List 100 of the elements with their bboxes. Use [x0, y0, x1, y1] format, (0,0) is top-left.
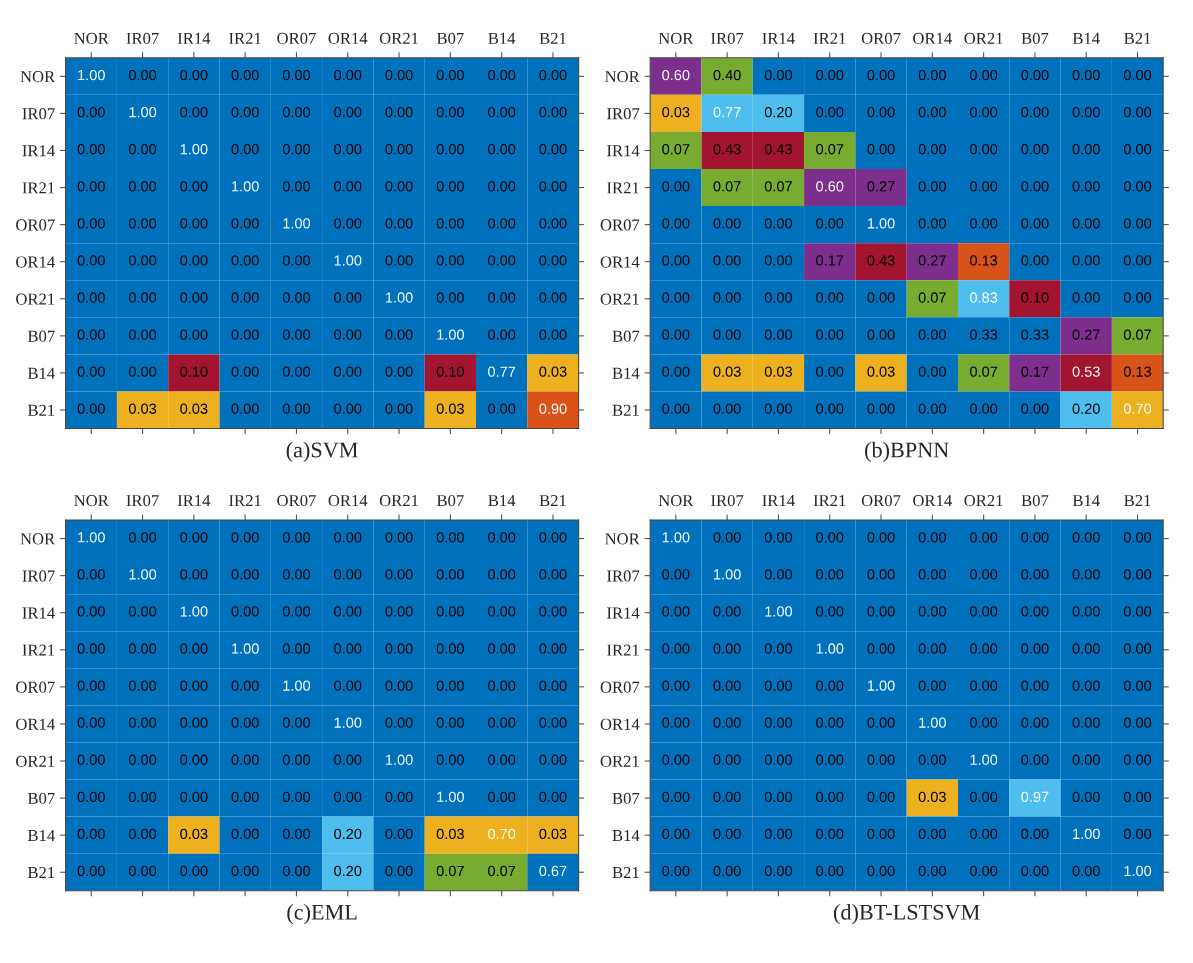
data-label: 0.00 — [334, 569, 362, 580]
data-label: 0.00 — [282, 606, 311, 617]
data-label: 0.00 — [713, 791, 741, 802]
data-label: 0.00 — [539, 717, 567, 728]
data-label: 0.00 — [867, 144, 895, 155]
data-label: 0.00 — [128, 606, 157, 617]
data-label: 0.00 — [1123, 717, 1152, 728]
x-tick-label: OR07 — [861, 32, 901, 44]
data-label: 0.00 — [764, 569, 793, 580]
data-label: 0.00 — [282, 292, 311, 303]
data-label: 0.00 — [231, 218, 259, 229]
data-label: 0.00 — [334, 218, 362, 229]
data-label: 0.00 — [867, 292, 895, 303]
data-label: 0.10 — [180, 366, 208, 377]
data-label: 0.00 — [918, 606, 946, 617]
data-label: 0.00 — [662, 255, 690, 266]
data-label: 0.00 — [970, 643, 998, 654]
data-label: 0.00 — [334, 532, 362, 543]
data-label: 0.00 — [488, 569, 516, 580]
data-label: 0.33 — [1021, 329, 1049, 340]
data-label: 0.00 — [282, 144, 311, 155]
data-label: 0.00 — [282, 106, 311, 118]
data-label: 0.00 — [231, 791, 259, 802]
x-tick-label: IR07 — [711, 494, 744, 507]
data-label: 0.00 — [128, 181, 157, 192]
data-label: 0.00 — [180, 865, 208, 877]
data-label: 0.00 — [918, 218, 946, 229]
y-tick-label: B14 — [27, 367, 55, 379]
data-label: 0.00 — [662, 218, 690, 229]
data-label: 0.00 — [1123, 69, 1152, 81]
x-tick-label: B14 — [1072, 495, 1100, 507]
y-tick-label: IR07 — [607, 570, 640, 582]
data-label: 0.00 — [282, 403, 311, 414]
y-tick-label: NOR — [605, 533, 640, 545]
data-label: 0.00 — [1123, 181, 1152, 192]
data-label: 0.00 — [385, 643, 413, 654]
data-label: 0.27 — [918, 255, 946, 266]
data-label: 0.00 — [385, 865, 413, 877]
data-label: 0.00 — [1021, 532, 1049, 543]
data-label: 0.67 — [539, 865, 567, 877]
x-tick-label: OR07 — [861, 494, 901, 507]
data-label: 0.00 — [867, 791, 895, 802]
data-label: 0.00 — [436, 106, 464, 118]
data-label: 0.00 — [282, 255, 311, 266]
data-label: 1.00 — [232, 643, 259, 654]
x-tick-label: B21 — [539, 495, 566, 507]
data-label: 0.00 — [816, 532, 844, 543]
data-label: 0.00 — [77, 717, 105, 728]
data-label: 0.00 — [713, 643, 741, 654]
x-tick-label: OR21 — [964, 495, 1003, 507]
y-tick-label: IR07 — [607, 108, 640, 120]
data-label: 0.00 — [436, 532, 464, 543]
data-label: 0.00 — [180, 754, 208, 765]
x-tick-label: B07 — [436, 32, 464, 44]
data-label: 0.00 — [282, 643, 311, 654]
data-label: 0.00 — [180, 643, 208, 654]
data-label: 0.00 — [662, 754, 690, 765]
data-label: 0.00 — [488, 329, 516, 340]
data-label: 0.00 — [488, 255, 516, 266]
data-label: 0.00 — [128, 532, 157, 543]
data-label: 0.00 — [1123, 532, 1152, 543]
data-label: 0.00 — [77, 218, 105, 229]
x-tick-label: IR14 — [762, 32, 795, 44]
y-tick-label: OR14 — [600, 256, 640, 268]
data-label: 0.00 — [970, 218, 998, 229]
data-label: 0.00 — [1072, 865, 1100, 877]
data-label: 0.00 — [436, 255, 464, 266]
data-label: 1.00 — [385, 292, 413, 303]
data-label: 0.00 — [436, 69, 464, 81]
data-label: 0.40 — [713, 69, 741, 81]
data-label: 1.00 — [283, 218, 311, 229]
data-label: 0.17 — [1021, 366, 1049, 377]
data-label: 0.00 — [231, 569, 259, 580]
y-tick-label: IR21 — [22, 644, 55, 656]
data-label: 0.00 — [816, 606, 844, 617]
data-label: 1.00 — [232, 181, 259, 192]
data-label: 0.03 — [180, 403, 208, 414]
data-label: 0.00 — [867, 69, 895, 81]
data-label: 0.00 — [764, 828, 793, 840]
data-label: 0.00 — [385, 181, 413, 192]
data-label: 0.00 — [128, 754, 157, 765]
data-label: 0.00 — [764, 717, 793, 728]
data-label: 1.00 — [78, 69, 105, 81]
data-label: 0.00 — [816, 403, 844, 414]
data-label: 0.00 — [77, 791, 105, 802]
x-tick-label: IR21 — [813, 32, 846, 44]
data-label: 0.00 — [970, 606, 998, 617]
data-label: 1.00 — [437, 329, 464, 340]
x-tick-label: IR07 — [711, 32, 744, 44]
data-label: 0.00 — [1072, 680, 1100, 691]
data-label: 0.90 — [539, 403, 567, 414]
x-tick-label: NOR — [658, 495, 694, 507]
data-label: 1.00 — [334, 255, 362, 266]
data-label: 0.00 — [128, 791, 157, 802]
data-label: 0.00 — [918, 643, 946, 654]
data-label: 0.00 — [1072, 791, 1100, 802]
data-label: 1.00 — [78, 532, 105, 543]
data-label: 0.00 — [539, 106, 567, 118]
data-label: 0.43 — [713, 144, 741, 155]
data-label: 0.00 — [1072, 569, 1100, 580]
